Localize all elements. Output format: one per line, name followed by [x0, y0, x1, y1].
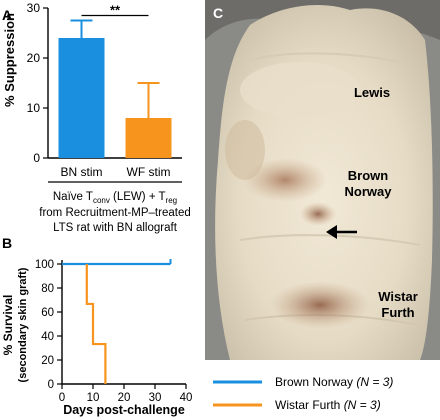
legend-item-wistar-furth: Wistar Furth (N = 3): [213, 398, 381, 412]
fur-shading: [225, 120, 265, 180]
lewis-graft-area: [240, 62, 360, 118]
wistar-furth-graft-site: [270, 281, 370, 329]
photo-label-brown-line-1: Brown: [348, 168, 389, 183]
panel-b-xtick-label: 30: [149, 392, 162, 404]
group-label-line-3: LTS rat with BN allograft: [53, 222, 178, 234]
panel-b-ytick-label: 60: [41, 307, 54, 319]
panel-b-series: [62, 259, 172, 384]
panel-b-x-axis-label: Days post-challenge: [63, 403, 185, 417]
legend: Brown Norway (N = 3) Wistar Furth (N = 3…: [213, 375, 393, 412]
bar-wf-stim: [125, 118, 172, 158]
category-label: WF stim: [127, 165, 171, 179]
panel-b-ytick-label: 100: [35, 259, 54, 271]
panel-b-axes: [61, 260, 186, 385]
panel-c-letter: C: [213, 5, 223, 21]
fur-texture-1: [249, 52, 401, 63]
brown-norway-scar: [300, 202, 336, 226]
panel-a-ytick-label: 20: [27, 51, 41, 65]
photo-label-wistar-line-1: Wistar: [378, 289, 418, 304]
legend-label-wistar-furth: Wistar Furth (N = 3): [275, 398, 381, 412]
panel-c-labels: C Lewis Brown Norway Wistar Furth: [213, 5, 418, 320]
group-label-line-2: from Recruitment-MP–treated: [39, 207, 190, 219]
legend-label-brown-norway: Brown Norway (N = 3): [275, 375, 393, 389]
arrow-icon: [326, 225, 357, 239]
panel-a-group-label: Naïve Tconv (LEW) + Treg from Recruitmen…: [39, 181, 191, 234]
panel-b-ytick-label: 80: [41, 283, 54, 295]
panel-b: B % Survival (secondary skin graft) 0 20 4…: [1, 235, 192, 417]
bar-bn-stim: [58, 38, 105, 158]
panel-a-ytick-label: 30: [27, 1, 41, 15]
series-wistar-furth: [85, 264, 107, 384]
photo-label-norway-line-2: Norway: [345, 184, 393, 199]
panel-a-ytick-label: 0: [33, 151, 40, 165]
panel-b-y-axis-label: % Survival: [1, 295, 15, 356]
panel-b-ticks: 0 20 40 60 80 100 0 10 20 30 40: [35, 259, 193, 404]
brown-norway-graft-site: [243, 158, 327, 202]
panel-b-xtick-label: 10: [87, 392, 100, 404]
panel-a-y-axis-label: % Suppression: [2, 13, 17, 107]
panel-a: A % Suppression 0 10 20 30 BN stim WF stim **…: [2, 1, 191, 234]
panel-b-ytick-label: 40: [41, 331, 54, 343]
panel-c-photo: [205, 0, 440, 360]
panel-a-letter: A: [2, 7, 12, 23]
photo-label-lewis: Lewis: [354, 85, 390, 100]
panel-b-ytick-label: 20: [41, 355, 54, 367]
panel-b-xtick-label: 20: [118, 392, 131, 404]
panel-b-letter: B: [2, 235, 12, 251]
fur-texture-2: [239, 234, 421, 246]
significance-marker: **: [110, 3, 121, 18]
panel-b-y-axis-label-sub: (secondary skin graft): [17, 267, 29, 382]
legend-item-brown-norway: Brown Norway (N = 3): [213, 375, 393, 389]
group-label-line-1: Naïve Tconv (LEW) + Treg: [53, 191, 177, 205]
category-label: BN stim: [61, 165, 103, 179]
panel-b-xtick-label: 40: [180, 392, 193, 404]
panel-a-bars: [58, 19, 172, 158]
panel-a-ticks: 0 10 20 30 BN stim WF stim: [27, 1, 171, 179]
panel-a-significance: **: [81, 3, 149, 18]
panel-b-xtick-label: 0: [59, 392, 65, 404]
photo-label-furth-line-2: Furth: [381, 305, 414, 320]
panel-a-ytick-label: 10: [27, 101, 41, 115]
panel-b-ytick-label: 0: [48, 379, 54, 391]
